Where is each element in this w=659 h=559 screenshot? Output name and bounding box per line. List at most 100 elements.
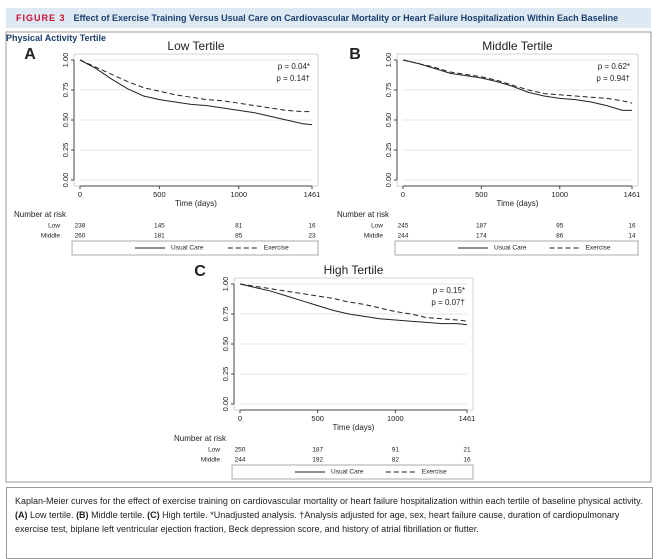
risk-row-name: Middle: [41, 233, 61, 240]
risk-count: 187: [476, 223, 487, 230]
risk-count: 145: [154, 223, 165, 230]
risk-count: 238: [75, 223, 86, 230]
caption-item: Low tertile.: [30, 510, 74, 520]
km-curve: [402, 59, 632, 111]
legend-box: [71, 240, 319, 256]
x-axis-label: Time (days): [175, 199, 217, 208]
panel-letter: A: [24, 46, 36, 63]
risk-count: 81: [235, 223, 243, 230]
legend-box: [231, 464, 474, 480]
risk-count: 187: [312, 447, 323, 454]
legend-label: Usual Care: [171, 245, 204, 252]
figure-header: FIGURE 3 Effect of Exercise Training Vers…: [6, 8, 651, 43]
x-tick-label: 1000: [230, 190, 247, 199]
risk-count: 91: [392, 447, 400, 454]
y-tick-label: 0.00: [61, 173, 70, 188]
risk-table-label: Number at risk: [174, 434, 227, 443]
legend-label: Usual Care: [331, 469, 364, 476]
risk-row-name: Low: [371, 223, 383, 230]
y-tick-label: 0.00: [384, 173, 393, 188]
legend-label: Usual Care: [494, 245, 527, 252]
legend-label: Exercise: [422, 469, 447, 476]
y-tick-label: 0.00: [221, 397, 230, 412]
caption-item: High tertile.: [162, 510, 208, 520]
risk-row-name: Low: [48, 223, 60, 230]
caption-item: Middle tertile.: [91, 510, 145, 520]
risk-count: 260: [75, 233, 86, 240]
risk-count: 245: [398, 223, 409, 230]
x-axis-label: Time (days): [333, 423, 375, 432]
p-value: p = 0.15*: [433, 286, 465, 295]
y-tick-label: 0.25: [221, 367, 230, 382]
risk-count: 86: [556, 233, 564, 240]
figure-frame: [5, 31, 652, 483]
risk-count: 16: [463, 457, 471, 464]
risk-count: 192: [312, 457, 323, 464]
risk-row-name: Middle: [364, 233, 384, 240]
x-tick-label: 0: [238, 414, 242, 423]
risk-row-name: Middle: [201, 457, 221, 464]
risk-count: 95: [556, 223, 564, 230]
y-tick-label: 0.75: [221, 307, 230, 322]
chart-title: Low Tertile: [167, 39, 224, 53]
chart-title: High Tertile: [324, 263, 384, 277]
risk-count: 21: [463, 447, 471, 454]
x-tick-label: 1461: [304, 190, 321, 199]
x-tick-label: 1000: [387, 414, 404, 423]
risk-count: 16: [308, 223, 316, 230]
x-tick-label: 1000: [551, 190, 568, 199]
risk-count: 244: [235, 457, 246, 464]
x-tick-label: 1461: [624, 190, 641, 199]
x-tick-label: 500: [153, 190, 166, 199]
p-value: p = 0.14†: [276, 74, 310, 83]
y-tick-label: 1.00: [61, 53, 70, 68]
y-tick-label: 0.75: [61, 83, 70, 98]
y-tick-label: 0.50: [61, 113, 70, 128]
y-tick-label: 0.50: [221, 337, 230, 352]
figure-title: Effect of Exercise Training Versus Usual…: [6, 13, 619, 43]
caption-text: Kaplan-Meier curves for the effect of ex…: [15, 496, 643, 506]
risk-count: 244: [398, 233, 409, 240]
risk-row-name: Low: [208, 447, 220, 454]
y-tick-label: 0.25: [384, 143, 393, 158]
risk-count: 82: [392, 457, 400, 464]
x-tick-label: 1461: [459, 414, 476, 423]
p-value: p = 0.62*: [598, 62, 630, 71]
risk-count: 23: [308, 233, 316, 240]
caption-label: (B): [76, 510, 89, 520]
x-axis-label: Time (days): [497, 199, 539, 208]
p-value: p = 0.07†: [431, 298, 465, 307]
x-tick-label: 500: [311, 414, 324, 423]
risk-count: 250: [235, 447, 246, 454]
panel-letter: B: [349, 46, 361, 63]
y-tick-label: 1.00: [221, 277, 230, 292]
y-tick-label: 0.50: [384, 113, 393, 128]
legend-box: [394, 240, 639, 256]
km-curve: [79, 59, 312, 113]
p-value: p = 0.04*: [278, 62, 310, 71]
km-curve: [402, 59, 633, 104]
caption-items: (A) Low tertile. (B) Middle tertile. (C)…: [15, 508, 644, 536]
legend-label: Exercise: [264, 245, 289, 252]
km-curve: [79, 59, 313, 126]
risk-count: 85: [235, 233, 243, 240]
y-tick-label: 1.00: [384, 53, 393, 68]
risk-table-label: Number at risk: [14, 210, 67, 219]
caption-note: *Unadjusted analysis. †Analysis adjusted…: [15, 510, 620, 534]
risk-count: 181: [154, 233, 165, 240]
y-tick-label: 0.75: [384, 83, 393, 98]
risk-count: 14: [628, 233, 636, 240]
p-value: p = 0.94†: [596, 74, 630, 83]
panel-letter: C: [194, 263, 206, 280]
caption-label: (A): [15, 510, 28, 520]
km-curve: [239, 283, 468, 326]
y-tick-label: 0.25: [61, 143, 70, 158]
risk-count: 16: [628, 223, 636, 230]
x-tick-label: 500: [475, 190, 488, 199]
caption: Kaplan-Meier curves for the effect of ex…: [6, 487, 653, 559]
risk-count: 174: [476, 233, 487, 240]
x-tick-label: 0: [78, 190, 82, 199]
legend-label: Exercise: [586, 245, 611, 252]
